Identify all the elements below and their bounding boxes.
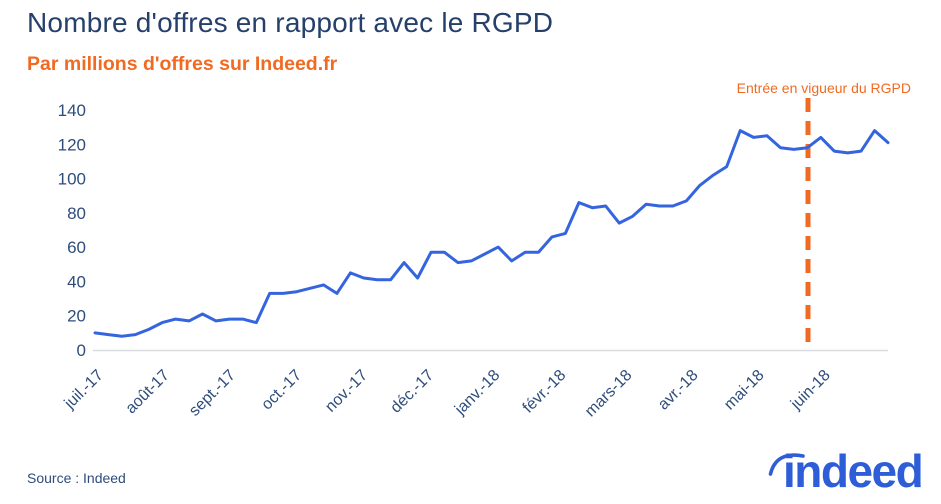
x-axis-tick-label: sept.-17: [186, 367, 239, 420]
x-axis-tick-label: nov.-17: [322, 367, 371, 416]
x-axis-tick-label: févr.-18: [520, 367, 570, 417]
x-axis-tick-label: mars-18: [582, 367, 636, 421]
x-axis-tick-label: juin-18: [787, 367, 834, 414]
chart-subtitle: Par millions d'offres sur Indeed.fr: [27, 53, 338, 75]
y-axis-tick-label: 60: [67, 238, 86, 257]
y-axis-tick-label: 120: [58, 135, 86, 154]
x-axis-tick-label: mai-18: [721, 367, 768, 414]
rgpd-annotation-label: Entrée en vigueur du RGPD: [736, 80, 911, 96]
logo-arc-icon: [768, 453, 805, 476]
y-axis-tick-label: 80: [67, 204, 86, 223]
page-title: Nombre d'offres en rapport avec le RGPD: [27, 7, 554, 38]
y-axis-tick-label: 40: [67, 272, 86, 291]
y-axis-tick-label: 140: [58, 101, 86, 120]
data-line: [93, 129, 890, 338]
x-axis-tick-label: oct.-17: [258, 367, 305, 414]
logo-text: indeed: [783, 445, 924, 497]
indeed-logo: indeed: [768, 445, 933, 501]
y-axis-tick-label: 0: [77, 341, 86, 360]
x-axis-tick-label: avr.-18: [655, 367, 702, 414]
x-axis-tick-label: déc.-17: [387, 367, 437, 417]
y-axis-tick-label: 100: [58, 170, 86, 189]
x-axis-tick-label: juil.-17: [61, 367, 107, 413]
x-axis-tick-label: août-17: [123, 367, 173, 417]
x-axis-tick-label: janv.-18: [451, 367, 503, 419]
source-label: Source : Indeed: [27, 470, 126, 486]
logo-arc-path: [768, 453, 805, 476]
y-axis-tick-label: 20: [67, 307, 86, 326]
